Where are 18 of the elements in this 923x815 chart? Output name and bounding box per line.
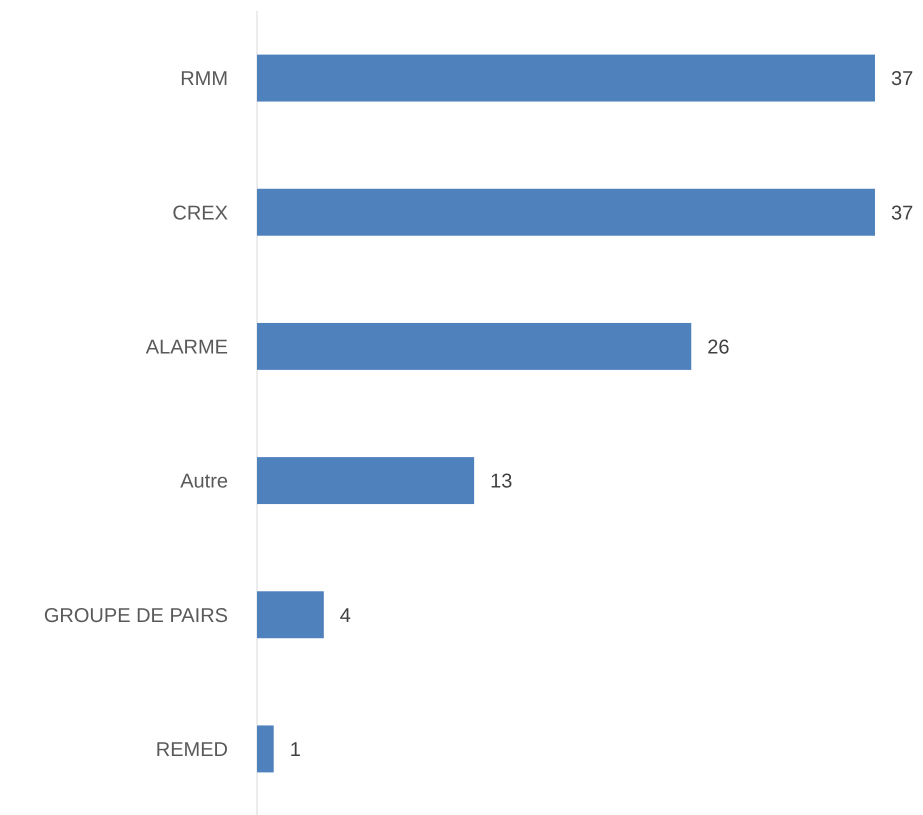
data-label: 26	[707, 336, 730, 358]
bar	[257, 591, 324, 638]
bar	[257, 725, 274, 772]
y-tick-label: GROUPE DE PAIRS	[44, 604, 228, 627]
bar	[257, 322, 692, 370]
y-tick-label: REMED	[156, 738, 228, 761]
y-tick-label: RMM	[180, 68, 228, 90]
bar	[257, 54, 875, 102]
y-tick-label: CREX	[172, 202, 228, 224]
bar	[257, 188, 875, 236]
y-tick-label: ALARME	[146, 336, 228, 358]
data-label: 37	[891, 202, 914, 224]
data-label: 13	[490, 470, 512, 493]
data-label: 4	[340, 604, 351, 627]
bar	[257, 457, 474, 504]
data-label: 37	[891, 68, 914, 90]
data-label: 1	[290, 738, 301, 761]
y-tick-label: Autre	[180, 470, 228, 493]
